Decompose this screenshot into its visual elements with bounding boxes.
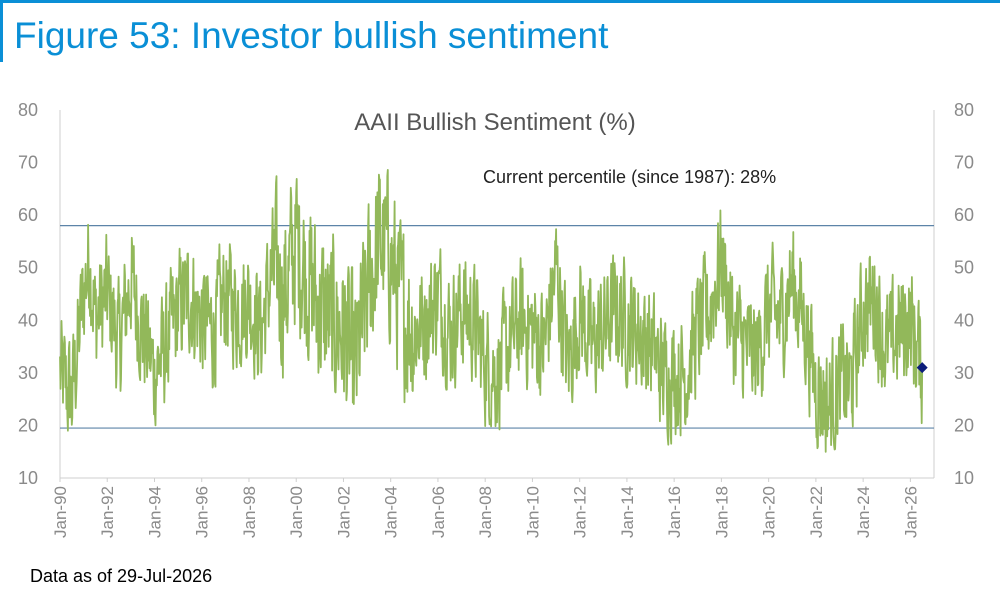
right-y-ticks: 10 20 30 40 50 60 70 80 [954,100,974,488]
x-tick-label: Jan-22 [807,486,826,538]
x-tick-label: Jan-20 [760,486,779,538]
percentile-annotation: Current percentile (since 1987): 28% [483,167,776,187]
x-tick-label: Jan-98 [240,486,259,538]
x-tick-label: Jan-06 [429,486,448,538]
current-value-marker [916,362,928,374]
series-layer [59,168,924,453]
bullish-sentiment-line [59,168,924,453]
right-y-tick-label: 80 [954,100,974,120]
x-tick-label: Jan-90 [51,486,70,538]
x-tick-label: Jan-04 [382,486,401,538]
marker-layer [916,362,928,374]
right-y-tick-label: 10 [954,468,974,488]
right-y-tick-label: 60 [954,205,974,225]
x-tick-label: Jan-24 [854,486,873,538]
x-tick-label: Jan-94 [145,486,164,538]
right-y-tick-label: 20 [954,415,974,435]
x-ticks: Jan-90 Jan-92 Jan-94 Jan-96 Jan-98 Jan-00 Jan-… [51,478,920,538]
x-tick-label: Jan-10 [523,486,542,538]
x-tick-label: Jan-92 [98,486,117,538]
x-tick-label: Jan-08 [476,486,495,538]
x-tick-label: Jan-02 [334,486,353,538]
chart-title: AAII Bullish Sentiment (%) [354,109,635,136]
right-y-tick-label: 70 [954,153,974,173]
footnote: Data as of 29-Jul-2026 [30,566,213,586]
right-y-tick-label: 40 [954,310,974,330]
reference-lines [60,225,934,429]
x-tick-label: Jan-96 [193,486,212,538]
header-side-rule [0,0,3,62]
header-rule [0,0,1000,3]
x-tick-label: Jan-26 [901,486,920,538]
x-tick-label: Jan-14 [618,486,637,538]
left-y-tick-label: 10 [18,468,38,488]
left-y-tick-label: 70 [18,153,38,173]
right-y-tick-label: 50 [954,258,974,278]
x-tick-label: Jan-18 [712,486,731,538]
left-y-tick-label: 40 [18,310,38,330]
left-y-tick-label: 50 [18,258,38,278]
chart-axes [59,110,935,479]
right-y-tick-label: 30 [954,363,974,383]
x-tick-label: Jan-00 [287,486,306,538]
figure-title: Figure 53: Investor bullish sentiment [14,15,609,56]
x-tick-label: Jan-12 [571,486,590,538]
x-tick-label: Jan-16 [665,486,684,538]
left-y-tick-label: 60 [18,205,38,225]
left-y-tick-label: 30 [18,363,38,383]
left-y-tick-label: 20 [18,415,38,435]
left-y-ticks: 10 20 30 40 50 60 70 80 [18,100,38,488]
left-y-tick-label: 80 [18,100,38,120]
